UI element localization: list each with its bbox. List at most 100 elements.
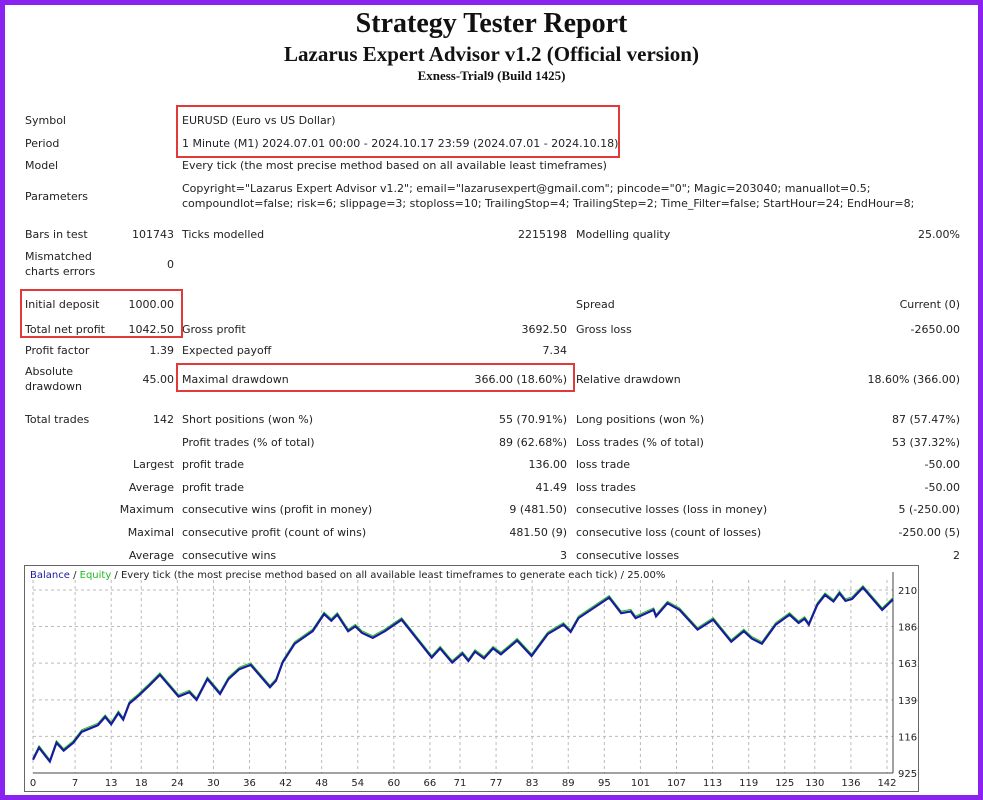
stat-label: consecutive profit (count of wins) xyxy=(182,526,367,539)
stat-label: Total net profit xyxy=(25,323,105,336)
stat-value: 25.00% xyxy=(918,228,960,241)
stat-label: Expected payoff xyxy=(182,344,272,357)
relative-drawdown-value: 18.60% (366.00) xyxy=(867,373,960,386)
x-tick-label: 54 xyxy=(351,778,364,789)
chart-legend: Balance / Equity / Every tick (the most … xyxy=(30,570,665,581)
stat-label: consecutive losses (loss in money) xyxy=(576,503,768,516)
stat-label: Gross profit xyxy=(182,323,246,336)
stat-value: 87 (57.47%) xyxy=(891,413,960,426)
legend-description: / Every tick (the most precise method ba… xyxy=(111,570,666,581)
stat-label: Maximum xyxy=(119,503,174,516)
stat-label: consecutive losses xyxy=(576,549,680,562)
stat-value: 1.39 xyxy=(149,344,175,357)
x-tick-label: 136 xyxy=(841,778,860,789)
stat-value: -250.00 (5) xyxy=(898,526,960,539)
stat-value: -50.00 xyxy=(924,458,960,471)
stat-label: profit trade xyxy=(182,481,245,494)
x-tick-label: 95 xyxy=(598,778,611,789)
stat-label: Ticks modelled xyxy=(182,228,265,241)
mismatched-value: 0 xyxy=(167,258,174,271)
parameters-line-2: compoundlot=false; risk=6; slippage=3; s… xyxy=(182,197,915,210)
stat-label: Short positions (won %) xyxy=(182,413,314,426)
x-tick-label: 60 xyxy=(387,778,400,789)
model-value: Every tick (the most precise method base… xyxy=(182,159,607,172)
stat-value: 101743 xyxy=(132,228,174,241)
stat-value: 89 (62.68%) xyxy=(498,436,567,449)
model-label: Model xyxy=(25,159,59,172)
relative-drawdown-label: Relative drawdown xyxy=(576,373,681,386)
stat-value: 53 (37.32%) xyxy=(891,436,960,449)
x-tick-label: 18 xyxy=(135,778,148,789)
x-tick-label: 13 xyxy=(105,778,118,789)
stat-label: Average xyxy=(128,481,174,494)
period-value: 1 Minute (M1) 2024.07.01 00:00 - 2024.10… xyxy=(182,137,619,150)
absolute-drawdown-label: Absolute xyxy=(25,365,74,378)
mismatched-label: Mismatched xyxy=(25,250,92,263)
equity-line xyxy=(32,584,894,761)
mismatched-label-2: charts errors xyxy=(25,265,96,278)
x-tick-label: 113 xyxy=(703,778,722,789)
x-tick-label: 36 xyxy=(243,778,256,789)
maximal-drawdown-label: Maximal drawdown xyxy=(182,373,289,386)
x-tick-label: 119 xyxy=(739,778,758,789)
symbol-label: Symbol xyxy=(25,114,66,127)
x-tick-label: 107 xyxy=(667,778,686,789)
parameters-label: Parameters xyxy=(25,190,88,203)
y-tick-label: 2103 xyxy=(898,586,918,597)
y-tick-label: 1632 xyxy=(898,659,918,670)
stat-label: Gross loss xyxy=(576,323,632,336)
stat-label: consecutive wins (profit in money) xyxy=(182,503,373,516)
stat-label: Average xyxy=(128,549,174,562)
report-subtitle: Lazarus Expert Advisor v1.2 (Official ve… xyxy=(284,42,699,66)
stat-value: 5 (-250.00) xyxy=(898,503,960,516)
highlight-symbol-period xyxy=(176,105,620,158)
highlight-deposit-profit xyxy=(20,289,183,338)
spread-label: Spread xyxy=(576,298,615,311)
x-tick-label: 130 xyxy=(805,778,824,789)
stat-label: Largest xyxy=(133,458,174,471)
parameters-line-1: Copyright="Lazarus Expert Advisor v1.2";… xyxy=(182,182,871,195)
stat-value: 142 xyxy=(153,413,174,426)
stat-value: 2 xyxy=(953,549,960,562)
stat-value: 1042.50 xyxy=(128,323,175,336)
initial-deposit-label: Initial deposit xyxy=(25,298,100,311)
highlight-maximal-drawdown xyxy=(176,363,575,392)
absolute-drawdown-value: 45.00 xyxy=(142,373,175,386)
stat-label: consecutive wins xyxy=(182,549,277,562)
server-build: Exness-Trial9 (Build 1425) xyxy=(417,68,566,83)
x-tick-label: 77 xyxy=(490,778,503,789)
maximal-drawdown-value: 366.00 (18.60%) xyxy=(474,373,567,386)
stat-value: 55 (70.91%) xyxy=(498,413,567,426)
initial-deposit-value: 1000.00 xyxy=(128,298,175,311)
stat-value: 41.49 xyxy=(535,481,568,494)
stat-label: loss trades xyxy=(576,481,636,494)
y-tick-label: 1396 xyxy=(898,696,918,707)
stat-value: 136.00 xyxy=(528,458,568,471)
stat-label: Profit trades (% of total) xyxy=(182,436,315,449)
stat-label: Maximal xyxy=(127,526,174,539)
stat-value: 2215198 xyxy=(518,228,567,241)
symbol-value: EURUSD (Euro vs US Dollar) xyxy=(182,114,336,127)
x-tick-label: 125 xyxy=(775,778,794,789)
stat-label: profit trade xyxy=(182,458,245,471)
stat-value: 481.50 (9) xyxy=(509,526,567,539)
legend-balance: Balance xyxy=(30,570,70,581)
x-tick-label: 142 xyxy=(877,778,896,789)
x-tick-label: 101 xyxy=(631,778,650,789)
x-tick-label: 71 xyxy=(454,778,467,789)
stat-label: loss trade xyxy=(576,458,631,471)
stat-label: Modelling quality xyxy=(576,228,671,241)
spread-value: Current (0) xyxy=(899,298,960,311)
x-tick-label: 24 xyxy=(171,778,184,789)
x-tick-label: 0 xyxy=(30,778,36,789)
stat-value: -2650.00 xyxy=(910,323,960,336)
legend-separator: / xyxy=(69,570,80,581)
stat-label: Loss trades (% of total) xyxy=(576,436,704,449)
y-tick-label: 1868 xyxy=(898,623,918,634)
stat-label: Total trades xyxy=(25,413,90,426)
legend-equity: Equity xyxy=(79,570,112,581)
